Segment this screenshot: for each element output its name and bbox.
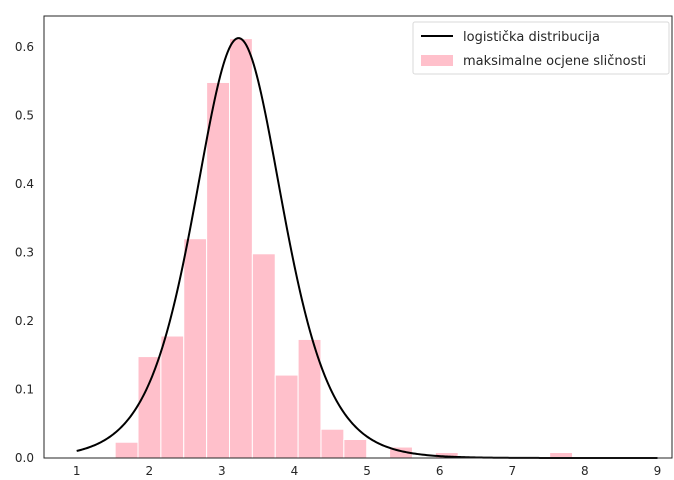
histogram-bar <box>320 428 345 459</box>
histogram-bar <box>183 238 208 459</box>
histogram-bar <box>274 374 299 459</box>
x-tick-label: 1 <box>73 464 81 478</box>
x-tick-label: 9 <box>654 464 662 478</box>
x-axis-ticks: 1 2 3 4 5 6 7 8 9 <box>73 464 661 478</box>
y-tick-label: 0.4 <box>15 177 34 191</box>
legend-label-curve: logistička distribucija <box>463 30 600 45</box>
histogram-bars <box>114 38 574 459</box>
y-tick-label: 0.0 <box>15 451 34 465</box>
y-tick-label: 0.5 <box>15 108 34 122</box>
y-tick-label: 0.1 <box>15 382 34 396</box>
y-tick-label: 0.2 <box>15 314 34 328</box>
x-tick-label: 8 <box>581 464 589 478</box>
x-tick-label: 7 <box>508 464 516 478</box>
y-tick-label: 0.6 <box>15 40 34 54</box>
x-tick-label: 5 <box>363 464 371 478</box>
x-tick-label: 2 <box>145 464 153 478</box>
histogram-bar <box>251 253 276 459</box>
histogram-bar <box>206 81 230 459</box>
histogram-bar <box>343 438 368 459</box>
legend: logistička distribucija maksimalne ocjen… <box>412 21 670 75</box>
histogram-bar <box>114 441 139 459</box>
legend-label-histogram: maksimalne ocjene sličnosti <box>463 54 646 69</box>
x-tick-label: 4 <box>291 464 299 478</box>
plot-frame <box>43 15 673 459</box>
histogram-bar <box>228 38 253 459</box>
x-tick-label: 6 <box>436 464 444 478</box>
histogram-bar <box>160 335 185 459</box>
histogram-bar <box>137 356 162 459</box>
y-axis-ticks: 0.0 0.1 0.2 0.3 0.4 0.5 0.6 <box>15 40 34 465</box>
legend-box <box>412 21 670 75</box>
legend-bar-swatch <box>421 55 453 66</box>
x-tick-label: 3 <box>218 464 226 478</box>
y-tick-label: 0.3 <box>15 245 34 259</box>
